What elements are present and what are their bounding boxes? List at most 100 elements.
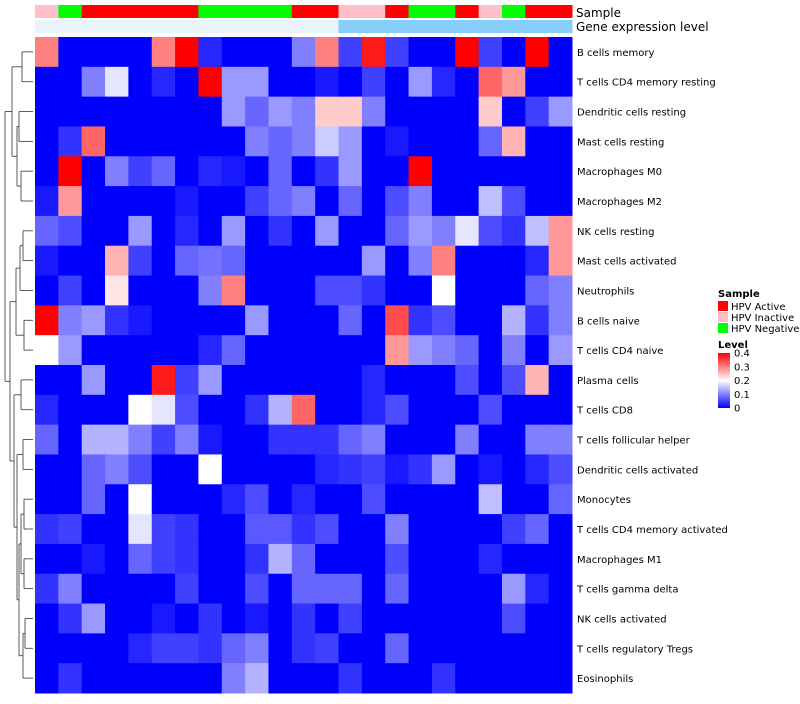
heatmap-cell xyxy=(408,66,433,98)
heatmap-cell xyxy=(175,424,199,455)
heatmap-cell xyxy=(175,186,199,217)
heatmap-cell xyxy=(105,573,129,605)
heatmap-cell xyxy=(291,543,316,575)
heatmap-cell xyxy=(35,245,59,277)
heatmap-cell xyxy=(385,275,410,306)
heatmap-cell xyxy=(81,484,106,515)
heatmap-cell xyxy=(431,365,456,396)
heatmap-cell xyxy=(361,424,386,455)
heatmap-cell xyxy=(478,514,503,545)
heatmap-cell xyxy=(361,156,386,187)
heatmap-cell xyxy=(35,514,59,545)
heatmap-cell xyxy=(315,484,340,515)
heatmap-cell xyxy=(221,543,246,575)
heatmap-cell xyxy=(455,454,480,485)
heatmap-cell xyxy=(385,37,410,68)
heatmap-cell xyxy=(525,633,550,664)
heatmap-cell xyxy=(315,275,340,306)
heatmap-cell xyxy=(478,603,503,634)
heatmap-cell xyxy=(385,335,410,366)
heatmap-cell xyxy=(105,96,129,127)
heatmap-cell xyxy=(455,424,480,455)
heatmap-cell xyxy=(198,215,223,247)
expression-annotation-cell xyxy=(245,20,269,33)
heatmap-cell xyxy=(478,186,503,217)
row-label: Macrophages M1 xyxy=(577,555,662,566)
heatmap-cell xyxy=(105,66,129,98)
heatmap-cell xyxy=(151,126,176,157)
heatmap-cell xyxy=(35,633,59,664)
heatmap-cell xyxy=(151,186,176,217)
heatmap-cell xyxy=(198,454,223,485)
heatmap-cell xyxy=(81,215,106,247)
heatmap-cell xyxy=(245,454,269,485)
heatmap-cell xyxy=(455,514,480,545)
heatmap-cell xyxy=(548,275,573,306)
heatmap-cell xyxy=(58,514,83,545)
heatmap-cell xyxy=(501,633,526,664)
heatmap-cell xyxy=(151,633,176,664)
heatmap-cell xyxy=(408,37,433,68)
heatmap-cell xyxy=(385,305,410,336)
heatmap-cell xyxy=(151,365,176,396)
heatmap-cell xyxy=(338,573,363,605)
row-label: B cells memory xyxy=(577,48,654,59)
heatmap-cell xyxy=(175,37,199,68)
heatmap-cells xyxy=(35,37,573,694)
heatmap-cell xyxy=(501,424,526,455)
heatmap-cell xyxy=(221,365,246,396)
heatmap-cell xyxy=(128,573,153,605)
heatmap-cell xyxy=(198,245,223,277)
heatmap-cell xyxy=(548,603,573,634)
heatmap-cell xyxy=(431,603,456,634)
heatmap-cell xyxy=(198,66,223,98)
heatmap-cell xyxy=(338,66,363,98)
heatmap-cell xyxy=(58,484,83,515)
heatmap-cell xyxy=(81,156,106,187)
heatmap-cell xyxy=(548,66,573,98)
heatmap-cell xyxy=(525,424,550,455)
heatmap-cell xyxy=(361,484,386,515)
heatmap-cell xyxy=(268,543,293,575)
heatmap-cell xyxy=(151,66,176,98)
heatmap-cell xyxy=(315,156,340,187)
heatmap-cell xyxy=(478,424,503,455)
heatmap-cell xyxy=(338,275,363,306)
heatmap-cell xyxy=(175,275,199,306)
heatmap-cell xyxy=(455,543,480,575)
heatmap-cell xyxy=(291,335,316,366)
heatmap-cell xyxy=(525,663,550,694)
expression-annotation-cell xyxy=(525,20,550,33)
heatmap-cell xyxy=(338,215,363,247)
sample-annotation-cell xyxy=(338,5,363,18)
heatmap-cell xyxy=(151,275,176,306)
heatmap-cell xyxy=(455,484,480,515)
heatmap-cell xyxy=(151,215,176,247)
heatmap-cell xyxy=(525,484,550,515)
heatmap-cell xyxy=(291,126,316,157)
heatmap-cell xyxy=(455,66,480,98)
annotation-tracks: Sample Gene expression level xyxy=(35,5,709,34)
heatmap-cell xyxy=(501,156,526,187)
heatmap-cell xyxy=(361,365,386,396)
heatmap-cell xyxy=(478,37,503,68)
heatmap-cell xyxy=(408,394,433,426)
heatmap-cell xyxy=(58,126,83,157)
heatmap-cell xyxy=(128,663,153,694)
heatmap-cell xyxy=(35,394,59,426)
heatmap-cell xyxy=(151,424,176,455)
heatmap-cell xyxy=(268,514,293,545)
heatmap-cell xyxy=(58,365,83,396)
heatmap-cell xyxy=(81,66,106,98)
heatmap-cell xyxy=(525,186,550,217)
heatmap-cell xyxy=(268,663,293,694)
heatmap-cell xyxy=(245,394,269,426)
heatmap-cell xyxy=(548,484,573,515)
heatmap-cell xyxy=(361,573,386,605)
heatmap-cell xyxy=(58,603,83,634)
heatmap-cell xyxy=(268,66,293,98)
heatmap-cell xyxy=(175,514,199,545)
heatmap-cell xyxy=(245,156,269,187)
